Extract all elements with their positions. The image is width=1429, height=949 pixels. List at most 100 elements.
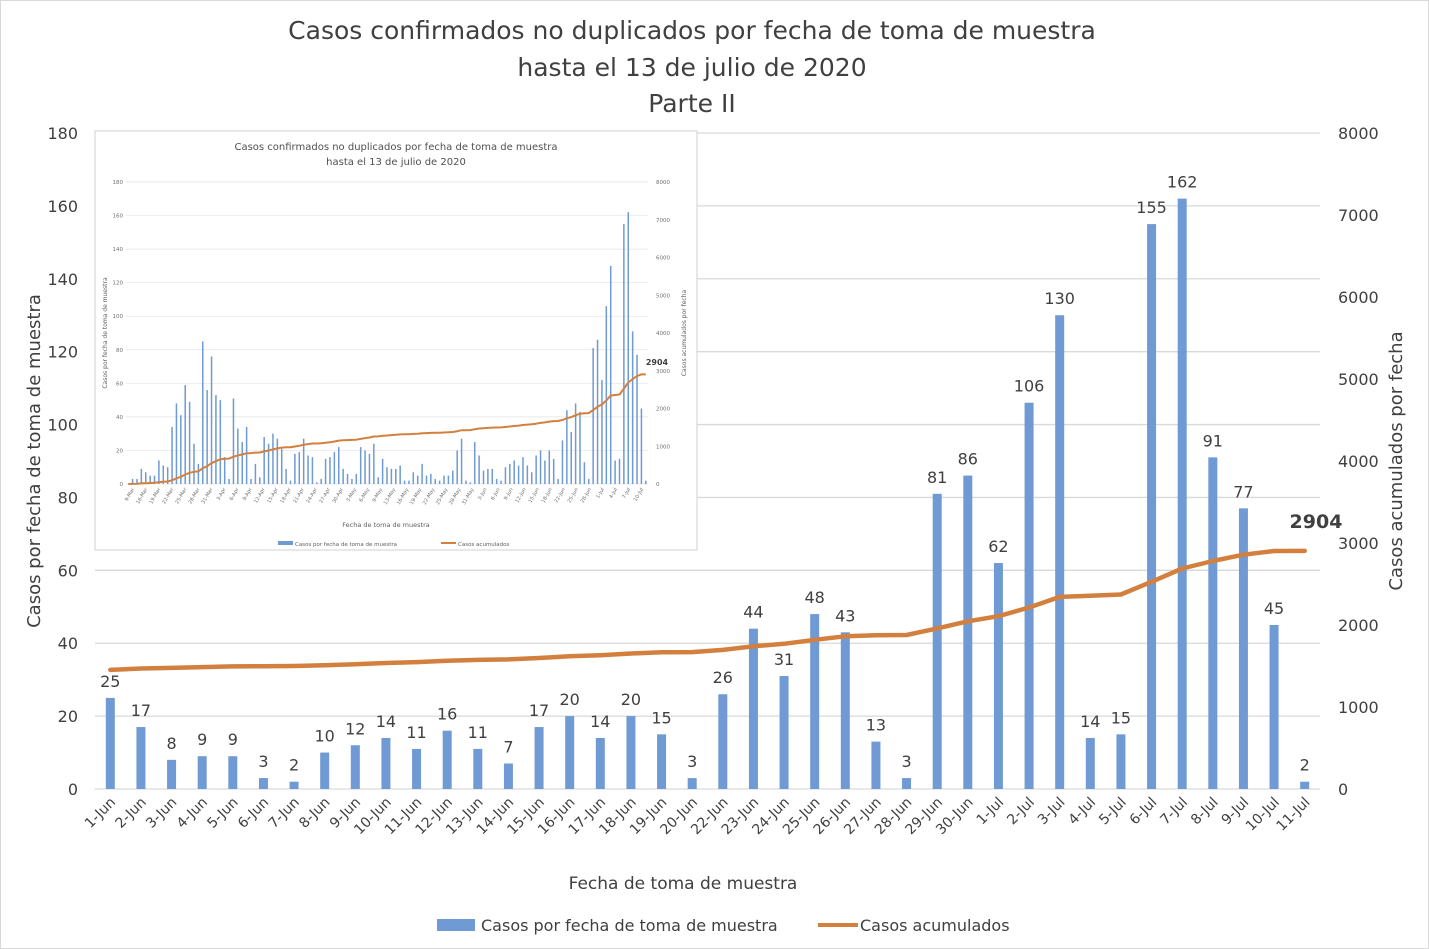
inset-bar	[386, 467, 388, 484]
inset-subtitle: hasta el 13 de julio de 2020	[326, 157, 466, 168]
bar	[350, 745, 360, 789]
inset-bar	[570, 431, 572, 484]
inset-bar	[351, 478, 353, 484]
bar-data-label: 91	[1203, 431, 1223, 450]
inset-bar	[276, 438, 279, 484]
inset-bar	[645, 480, 647, 484]
bar-data-label: 162	[1167, 173, 1198, 192]
bar-data-label: 106	[1014, 377, 1045, 396]
x-tick-label: 3-Jun	[143, 795, 180, 832]
bar	[1116, 734, 1126, 789]
inset-bar	[390, 468, 393, 484]
inset-bar	[162, 465, 165, 484]
inset-bar	[469, 482, 472, 484]
inset-bar	[566, 410, 568, 484]
inset-bar	[548, 450, 551, 484]
inset-bar	[509, 463, 511, 484]
bar-data-label: 14	[376, 712, 396, 731]
bar-data-label: 10	[315, 727, 335, 746]
bar	[657, 734, 667, 789]
inset-y-tick-label: 0	[120, 482, 124, 488]
x-tick-label: 6-Jul	[1127, 795, 1161, 829]
inset-x-tick-label: 4-Jul	[608, 487, 619, 500]
inset-x-axis-label: Fecha de toma de muestra	[342, 521, 429, 529]
y-right-tick-label: 0	[1338, 780, 1348, 799]
y-tick-label: 180	[47, 124, 78, 143]
inset-bar	[333, 452, 336, 484]
inset-bar	[478, 455, 480, 484]
y-tick-label: 60	[58, 561, 78, 580]
x-tick-label: 11-Jul	[1274, 795, 1314, 835]
x-tick-label: 8-Jun	[296, 795, 333, 832]
inset-bar	[399, 465, 401, 484]
y-right-tick-label: 6000	[1338, 288, 1379, 307]
inset-y-right-tick-label: 0	[656, 482, 660, 488]
inset-bar	[131, 478, 134, 484]
inset-bar	[557, 478, 559, 484]
bar-data-label: 14	[590, 712, 610, 731]
bar-data-label: 77	[1233, 482, 1253, 501]
inset-bar	[289, 480, 292, 484]
inset-y-tick-label: 20	[116, 448, 123, 454]
inset-bar	[294, 453, 296, 484]
inset-bar	[425, 475, 428, 484]
y-right-tick-label: 5000	[1338, 370, 1379, 389]
inset-y-tick-label: 100	[113, 314, 124, 320]
inset-bar	[153, 475, 156, 484]
bar	[595, 737, 605, 789]
inset-bar	[561, 440, 564, 484]
inset-bar	[592, 348, 594, 484]
inset-bar	[526, 465, 529, 484]
inset-y-tick-label: 120	[113, 281, 124, 287]
y-tick-label: 0	[68, 780, 78, 799]
inset-bar	[504, 467, 507, 484]
inset-bar	[373, 443, 375, 484]
chart-subtitle-part: Parte II	[648, 89, 736, 118]
bar-data-label: 81	[927, 468, 947, 487]
inset-bar	[144, 472, 147, 484]
inset-bar	[452, 470, 454, 484]
inset-y-right-tick-label: 3000	[656, 369, 670, 375]
chart-subtitle: hasta el 13 de julio de 2020	[517, 53, 867, 82]
inset-bar	[438, 480, 441, 484]
inset-bar	[259, 477, 261, 484]
inset-bar	[359, 447, 362, 484]
chart-title: Casos confirmados no duplicados por fech…	[288, 16, 1096, 45]
left-axis-ticks: 0 20 40 60 80 100 120 140 160 180	[47, 124, 78, 799]
inset-bar	[517, 465, 520, 484]
inset-right-axis-ticks: 0 1000 2000 3000 4000 5000 6000 7000 8000	[656, 180, 670, 488]
bar	[534, 727, 544, 789]
bar-data-label: 15	[651, 708, 671, 727]
bar-data-label: 130	[1044, 289, 1075, 308]
inset-bar	[377, 477, 379, 484]
bar	[1208, 457, 1218, 789]
bar-data-label: 17	[131, 701, 151, 720]
bar	[1300, 781, 1310, 789]
inset-y-right-tick-label: 6000	[656, 256, 670, 262]
inset-bar	[166, 467, 169, 484]
inset-bar	[228, 478, 230, 484]
inset-bar	[324, 458, 327, 484]
x-tick-label: 4-Jun	[174, 795, 211, 832]
inset-bar	[140, 468, 143, 484]
bar-data-label: 13	[866, 716, 886, 735]
bar-data-label: 20	[621, 690, 641, 709]
inset-last-value-label: 2904	[646, 358, 669, 367]
inset-bar	[640, 408, 643, 484]
inset-bar	[430, 473, 432, 484]
bar-data-label: 8	[166, 734, 176, 753]
bar	[687, 778, 697, 789]
inset-bar	[197, 463, 200, 484]
bar-data-label: 16	[437, 705, 457, 724]
bar	[197, 756, 207, 789]
inset-bar	[403, 480, 406, 484]
bar-data-label: 2	[1300, 756, 1310, 775]
legend-label-line: Casos acumulados	[860, 916, 1010, 935]
legend-swatch-bars	[437, 919, 475, 931]
bar	[626, 716, 636, 789]
bar-data-label: 3	[258, 752, 268, 771]
inset-bar	[614, 460, 616, 484]
inset-bar	[215, 395, 217, 484]
